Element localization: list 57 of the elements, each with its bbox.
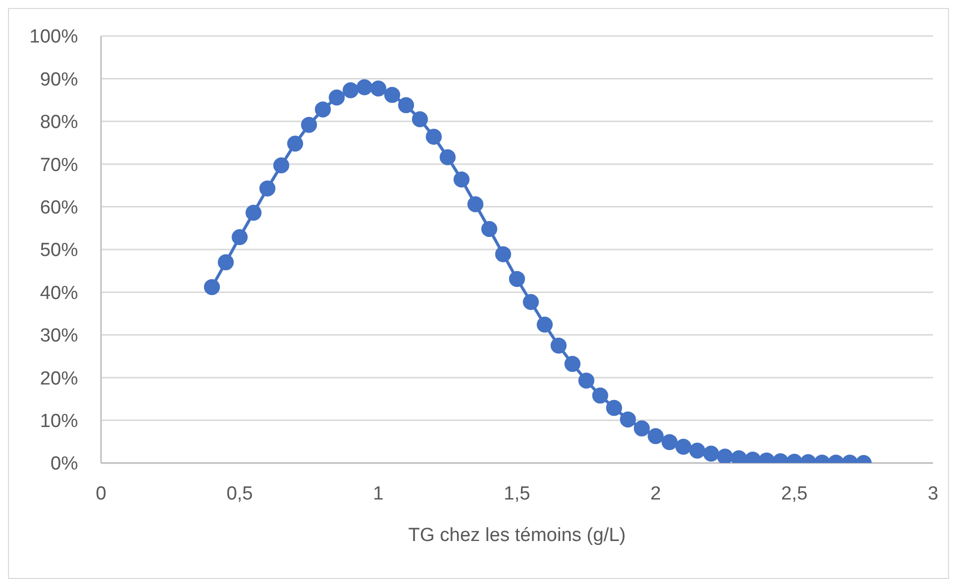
y-tick-label: 40% — [40, 282, 78, 304]
y-tick-label: 10% — [40, 411, 78, 432]
point — [301, 116, 317, 133]
y-tick-label: 70% — [40, 154, 78, 176]
point — [620, 411, 636, 428]
point — [606, 400, 622, 416]
y-tick-label: 30% — [40, 326, 78, 347]
point — [522, 294, 539, 310]
point — [467, 196, 484, 212]
x-tick-label: 0 — [96, 483, 106, 504]
y-tick-label: 80% — [40, 112, 78, 134]
point — [273, 157, 290, 174]
point — [454, 171, 470, 188]
point — [287, 136, 304, 152]
point — [648, 428, 664, 444]
point — [495, 246, 512, 262]
point — [550, 338, 567, 354]
point — [578, 372, 594, 389]
point — [717, 448, 733, 463]
point — [328, 89, 345, 106]
point — [218, 254, 234, 270]
point — [481, 221, 498, 238]
x-axis-title: TG chez les témoins (g/L) — [408, 525, 626, 546]
point — [314, 101, 331, 118]
x-tick-label: 2 — [650, 483, 661, 504]
point — [509, 270, 525, 287]
point — [426, 128, 442, 145]
x-tick-label: 1,5 — [504, 483, 530, 504]
y-tick-label: 100% — [29, 26, 78, 48]
point — [412, 111, 428, 128]
point — [689, 442, 706, 459]
point — [536, 316, 553, 333]
point — [356, 79, 372, 96]
x-tick-label: 3 — [928, 483, 938, 504]
point — [204, 279, 220, 296]
point — [232, 229, 248, 246]
x-tick-label: 1 — [373, 483, 384, 504]
point — [592, 388, 608, 404]
y-tick-label: 60% — [40, 198, 78, 219]
point — [342, 82, 359, 98]
x-tick-label: 2,5 — [781, 483, 808, 504]
point — [440, 149, 456, 166]
y-tick-label: 20% — [40, 368, 78, 390]
point — [564, 356, 580, 372]
y-tick-label: 90% — [40, 69, 78, 90]
point — [662, 434, 678, 450]
point — [634, 420, 650, 436]
point — [675, 438, 692, 455]
y-tick-label: 0% — [50, 454, 78, 475]
point — [384, 86, 400, 103]
point — [703, 446, 720, 462]
point — [259, 180, 276, 196]
point — [246, 204, 262, 221]
y-tick-label: 50% — [40, 240, 78, 262]
point — [370, 80, 386, 97]
point — [398, 97, 414, 114]
x-tick-label: 0,5 — [226, 483, 253, 504]
